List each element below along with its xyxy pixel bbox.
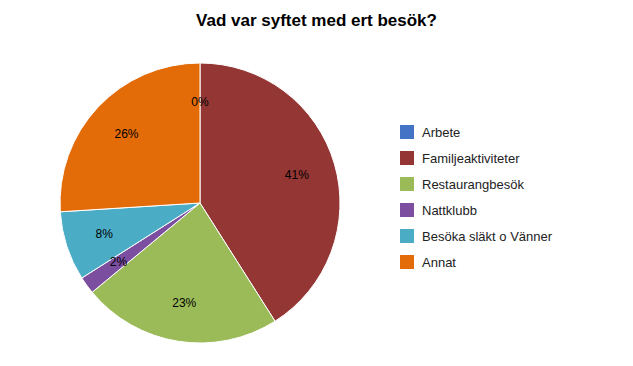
legend-label: Familjeaktiviteter: [422, 151, 520, 166]
data-label: 0%: [191, 95, 209, 109]
legend-item: Restaurangbesök: [400, 177, 524, 192]
legend-label: Arbete: [422, 125, 460, 140]
legend-item: Annat: [400, 255, 456, 270]
data-label: 8%: [95, 227, 113, 241]
pie-slice: [60, 203, 200, 278]
legend-swatch: [400, 203, 414, 217]
legend-item: Besöka släkt o Vänner: [400, 229, 553, 244]
legend-swatch: [400, 255, 414, 269]
legend: Arbete Familjeaktiviteter Restaurangbesök N…: [400, 125, 553, 270]
pie-slice: [60, 63, 200, 212]
legend-item: Arbete: [400, 125, 460, 140]
legend-item: Familjeaktiviteter: [400, 151, 520, 166]
data-labels: 0% 41% 23% 2% 8% 26%: [95, 95, 309, 309]
data-label: 26%: [115, 127, 139, 141]
chart-svg: Vad var syftet med ert besök? 0% 41% 23% 2% 8…: [0, 0, 633, 366]
data-label: 41%: [285, 168, 309, 182]
legend-label: Nattklubb: [422, 203, 477, 218]
data-label: 23%: [172, 296, 196, 310]
pie: [60, 63, 340, 343]
legend-swatch: [400, 151, 414, 165]
legend-label: Annat: [422, 255, 456, 270]
legend-label: Besöka släkt o Vänner: [422, 229, 553, 244]
data-label: 2%: [110, 255, 128, 269]
legend-label: Restaurangbesök: [422, 177, 524, 192]
legend-swatch: [400, 177, 414, 191]
legend-item: Nattklubb: [400, 203, 477, 218]
legend-swatch: [400, 125, 414, 139]
chart-title: Vad var syftet med ert besök?: [196, 11, 437, 30]
legend-swatch: [400, 229, 414, 243]
